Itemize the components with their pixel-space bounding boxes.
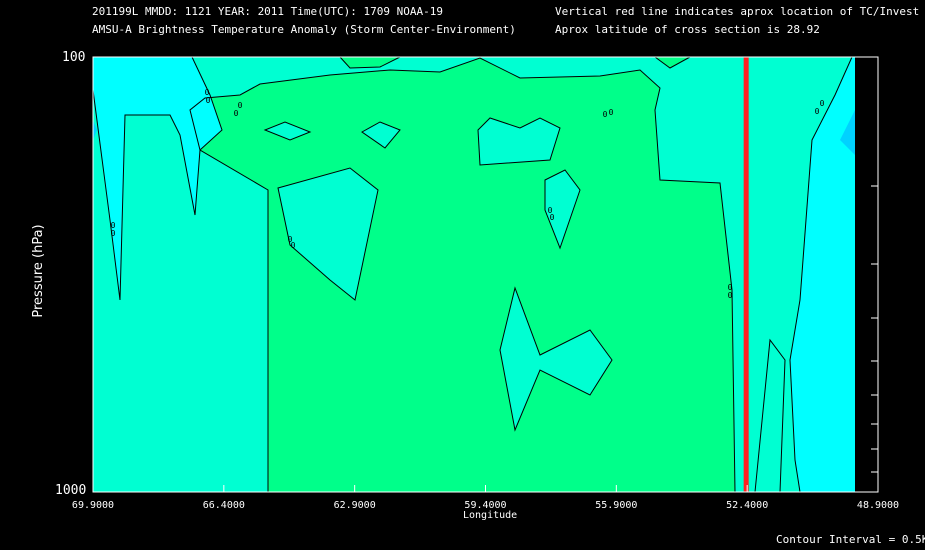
x-tick-label: 62.9000 <box>334 500 376 511</box>
contour-region-blue <box>840 110 855 155</box>
header-line2-left: AMSU-A Brightness Temperature Anomaly (S… <box>92 23 516 36</box>
x-tick-label: 69.9000 <box>72 500 114 511</box>
x-axis-ticks: 69.9000 66.4000 62.9000 59.4000 55.9000 52.40… <box>72 485 899 511</box>
right-ticks <box>871 185 878 473</box>
contour-region-green <box>190 58 735 492</box>
contour-value-label: 0 <box>288 235 293 244</box>
contour-value-label: 0 <box>609 108 614 117</box>
x-axis-label: Longitude <box>463 510 518 521</box>
contour-value-label: 0 <box>111 221 116 230</box>
contour-value-label: 0 <box>238 101 243 110</box>
contour-value-label: 0 <box>111 229 116 238</box>
contour-value-label: 0 <box>550 213 555 222</box>
contour-region-blue <box>93 120 97 140</box>
contour-value-label: 0 <box>603 110 608 119</box>
contour-fill <box>93 57 855 492</box>
y-axis-label: Pressure (hPa) <box>31 224 46 318</box>
contour-region-aqua <box>362 122 400 148</box>
contour-region-aqua <box>478 118 560 165</box>
x-tick-label: 66.4000 <box>203 500 245 511</box>
contour-region-aqua <box>545 170 580 248</box>
contour-region-cyan-right <box>790 57 855 492</box>
contour-value-label: 0 <box>234 109 239 118</box>
x-tick-label: 59.4000 <box>464 500 506 511</box>
contour-value-label: 0 <box>291 241 296 250</box>
plot-right-mask <box>855 57 879 492</box>
contour-value-label: 0 <box>205 88 210 97</box>
x-tick-label: 52.4000 <box>726 500 768 511</box>
x-tick-label: 48.9000 <box>857 500 899 511</box>
contour-lines <box>92 56 853 493</box>
y-tick-label-top: 100 <box>62 50 86 65</box>
contour-value-label: 0 <box>548 206 553 215</box>
contour-region-aqua <box>278 168 378 300</box>
contour-region-top <box>340 57 400 68</box>
header-line2-right: Aprox latitude of cross section is 28.92 <box>555 23 820 36</box>
x-tick-label: 55.9000 <box>595 500 637 511</box>
contour-region-top <box>655 57 690 68</box>
contour-value-label: 0 <box>206 96 211 105</box>
contour-region-cyan-left <box>93 57 222 300</box>
contour-value-label: 0 <box>728 291 733 300</box>
contour-value-label: 0 <box>815 107 820 116</box>
header-line1-left: 201199L MMDD: 1121 YEAR: 2011 Time(UTC):… <box>92 5 443 18</box>
y-tick-label-bottom: 1000 <box>55 483 87 498</box>
contour-region-aqua <box>265 122 310 140</box>
contour-value-label: 0 <box>820 99 825 108</box>
contour-value-label: 0 <box>728 283 733 292</box>
contour-interval: Contour Interval = 0.5K <box>776 533 925 546</box>
header-line1-right: Vertical red line indicates aprox locati… <box>555 5 920 18</box>
